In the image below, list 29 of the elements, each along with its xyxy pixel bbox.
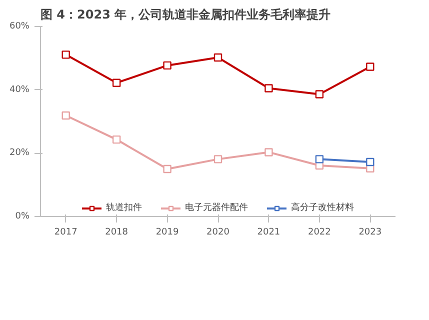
x-tick-label: 2020 bbox=[206, 228, 230, 238]
point bbox=[112, 135, 121, 144]
point bbox=[264, 148, 273, 156]
point bbox=[366, 158, 374, 166]
point bbox=[214, 155, 222, 164]
point bbox=[112, 78, 121, 87]
x-tick-label: 2022 bbox=[308, 228, 331, 238]
legend-label: 轨道扣件 bbox=[106, 202, 142, 214]
point bbox=[315, 155, 324, 164]
point bbox=[163, 61, 172, 70]
point bbox=[264, 84, 273, 92]
point bbox=[62, 111, 70, 120]
x-tick-label: 2019 bbox=[156, 228, 180, 238]
y-tick-label: 20% bbox=[9, 148, 30, 158]
point bbox=[315, 90, 324, 98]
point bbox=[366, 62, 374, 71]
x-tick-label: 2021 bbox=[257, 228, 280, 238]
y-tick-label: 0% bbox=[15, 212, 30, 222]
legend-label: 电子元器件配件 bbox=[185, 202, 248, 214]
x-tick-label: 2023 bbox=[358, 228, 382, 238]
point bbox=[62, 50, 70, 59]
chart-title: 图 4：2023 年，公司轨道非金属扣件业务毛利率提升 bbox=[40, 8, 331, 22]
y-tick-label: 40% bbox=[9, 84, 30, 95]
point bbox=[163, 164, 172, 174]
y-tick-label: 60% bbox=[9, 22, 30, 32]
legend-label: 高分子改性材料 bbox=[291, 202, 354, 214]
point bbox=[214, 53, 222, 62]
x-tick-label: 2018 bbox=[105, 228, 128, 238]
x-tick-label: 2017 bbox=[54, 228, 78, 238]
